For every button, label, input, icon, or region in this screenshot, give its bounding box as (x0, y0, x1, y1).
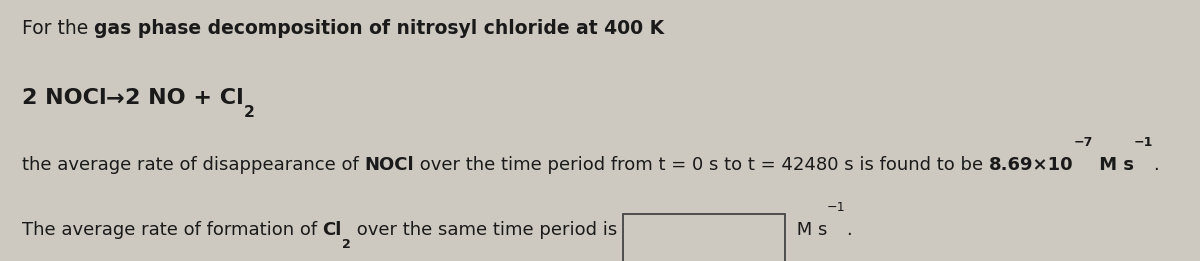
Text: 2: 2 (244, 105, 254, 120)
Text: .: . (1153, 156, 1159, 174)
Text: 8.69×10: 8.69×10 (989, 156, 1073, 174)
Text: 2 NOCl: 2 NOCl (22, 88, 107, 108)
Text: over the same time period is: over the same time period is (350, 221, 623, 239)
Text: M s: M s (1093, 156, 1134, 174)
Text: .: . (846, 221, 852, 239)
Text: −1: −1 (1134, 136, 1153, 149)
Text: gas phase decomposition of nitrosyl chloride at 400 K: gas phase decomposition of nitrosyl chlo… (94, 19, 664, 38)
Bar (623, 214, 785, 261)
Text: →: → (107, 88, 125, 108)
Text: For the: For the (22, 19, 94, 38)
Text: −7: −7 (1073, 136, 1093, 149)
Text: NOCl: NOCl (364, 156, 414, 174)
Text: over the time period from t = 0 s to t = 42480 s is found to be: over the time period from t = 0 s to t =… (414, 156, 989, 174)
Text: M s: M s (791, 221, 827, 239)
Text: 2 NO + Cl: 2 NO + Cl (125, 88, 244, 108)
Text: the average rate of disappearance of: the average rate of disappearance of (22, 156, 364, 174)
Text: 2: 2 (342, 238, 350, 251)
Text: Cl: Cl (323, 221, 342, 239)
Text: The average rate of formation of: The average rate of formation of (22, 221, 323, 239)
Text: −1: −1 (827, 201, 846, 214)
